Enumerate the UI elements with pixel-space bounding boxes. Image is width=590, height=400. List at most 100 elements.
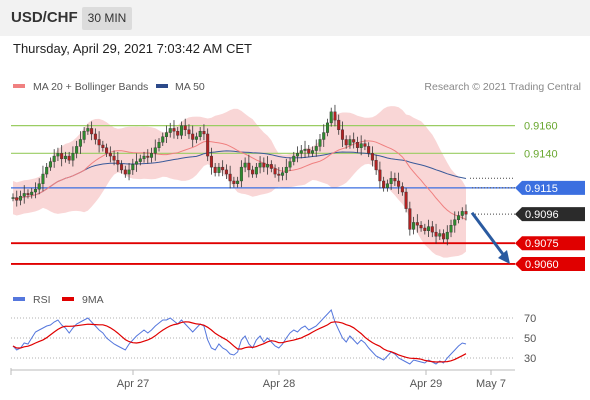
candle-body (359, 143, 363, 148)
candle-body (90, 128, 94, 135)
candle-body (303, 148, 307, 151)
candle-body (164, 132, 168, 137)
legend-swatch-9ma (62, 297, 74, 301)
candle-body (11, 197, 15, 199)
datetime-label: Thursday, April 29, 2021 7:03:42 AM CET (13, 41, 252, 56)
legend-swatch-rsi (13, 297, 25, 301)
rsi-tick-50: 50 (524, 333, 536, 345)
candle-body (138, 158, 142, 162)
legend-label-ma20: MA 20 + Bollinger Bands (33, 81, 148, 93)
candle-body (172, 128, 176, 132)
candle-body (251, 169, 255, 175)
candle-body (258, 162, 262, 168)
candle-body (67, 155, 71, 161)
candle-body (82, 130, 86, 140)
rsi-line (12, 309, 467, 365)
candle-body (108, 153, 112, 157)
level-label-0.9115: 0.9115 (525, 183, 558, 195)
header-bar: USD/CHF 30 MIN (0, 0, 590, 36)
candle-body (135, 161, 139, 165)
candle-body (449, 225, 453, 233)
timeframe-button[interactable]: 30 MIN (82, 7, 132, 30)
candle-body (176, 130, 180, 136)
candle-body (236, 180, 240, 184)
candle-body (127, 169, 131, 175)
candle-body (374, 160, 378, 171)
candle-body (370, 153, 374, 161)
candle-body (363, 143, 367, 147)
candle-body (179, 125, 183, 136)
candle-body (198, 130, 202, 137)
candle-body (389, 178, 393, 184)
candle-body (378, 169, 382, 182)
candle-body (460, 211, 464, 216)
candle-body (232, 180, 236, 184)
candle-body (277, 173, 281, 176)
candle-body (191, 133, 195, 140)
candle-body (427, 226, 431, 231)
candle-body (120, 164, 124, 171)
candle-body (367, 146, 371, 154)
candle-body (41, 173, 45, 184)
candle-body (97, 139, 101, 146)
candle-body (71, 153, 75, 161)
legend-label-rsi: RSI (33, 294, 51, 306)
level-label-0.9140: 0.9140 (524, 148, 558, 160)
candle-body (442, 233, 446, 240)
candle-body (322, 132, 326, 140)
candle-body (101, 144, 105, 148)
candle-body (131, 164, 135, 171)
candle-body (262, 162, 266, 168)
level-label-0.9160: 0.9160 (524, 121, 558, 133)
ma20-line (12, 140, 467, 220)
candle-body (86, 128, 90, 132)
candle-body (284, 166, 288, 173)
rsi-tick-30: 30 (524, 353, 536, 365)
candle-body (382, 180, 386, 189)
candle-body (22, 193, 26, 197)
candle-body (105, 147, 109, 154)
candle-body (340, 129, 344, 140)
candle-body (281, 172, 285, 176)
level-tag-0.9115 (515, 180, 585, 195)
candle-body (419, 225, 423, 229)
candle-body (56, 153, 60, 157)
level-tag-0.9075 (515, 236, 585, 251)
legend-swatch-ma50 (156, 84, 168, 88)
candle-body (157, 142, 161, 148)
symbol-label: USD/CHF (11, 9, 78, 26)
level-label-0.9060: 0.9060 (525, 259, 559, 271)
candle-body (337, 119, 341, 131)
candle-body (142, 155, 146, 160)
candle-body (48, 161, 52, 168)
candle-body (404, 191, 408, 209)
candle-body (75, 146, 79, 154)
candle-body (187, 129, 191, 135)
candle-body (348, 139, 352, 146)
candle-body (329, 111, 333, 124)
candle-body (18, 195, 22, 201)
x-tick-label-Apr-29: Apr 29 (410, 378, 442, 390)
candle-body (60, 153, 64, 160)
level-label-0.9096: 0.9096 (525, 209, 559, 221)
candle-body (239, 166, 243, 182)
rsi-ma-line (12, 321, 467, 363)
candle-body (352, 139, 356, 143)
watermark: Research © 2021 Trading Central (424, 81, 581, 93)
candle-body (464, 211, 468, 215)
candle-body (299, 150, 303, 154)
candle-body (430, 226, 434, 233)
candle-body (318, 139, 322, 147)
candle-body (78, 139, 82, 147)
candle-body (325, 122, 329, 133)
level-tag-0.9096 (515, 207, 585, 222)
candle-body (269, 164, 273, 169)
candle-body (273, 168, 277, 175)
rsi-tick-70: 70 (524, 313, 536, 325)
legend-label-ma50: MA 50 (175, 81, 205, 93)
candle-body (453, 219, 457, 226)
candle-body (314, 146, 318, 151)
legend-swatch-ma20 (13, 84, 25, 88)
candle-body (153, 147, 157, 154)
candle-body (206, 133, 210, 157)
